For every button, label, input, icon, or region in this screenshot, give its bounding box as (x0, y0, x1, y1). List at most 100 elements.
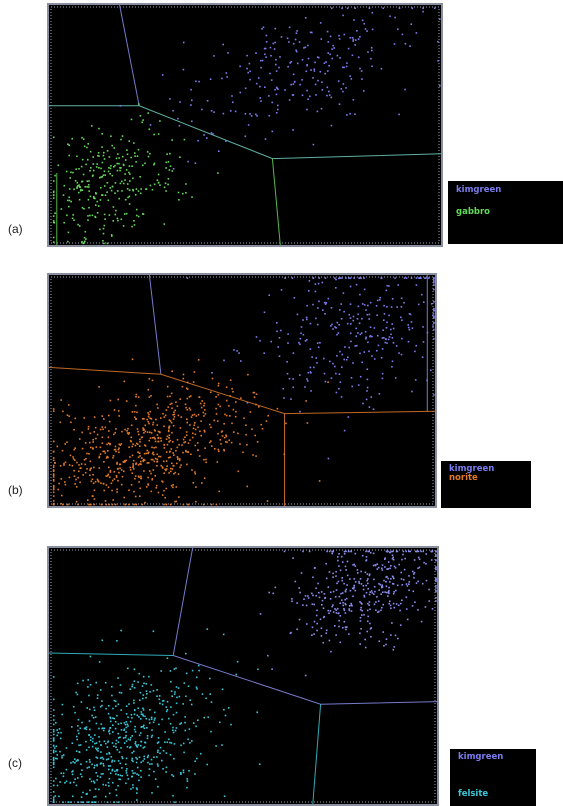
data-point (344, 612, 347, 614)
data-point (367, 602, 369, 605)
data-point (167, 406, 169, 408)
data-point (147, 420, 149, 423)
data-point (425, 553, 428, 555)
data-point (117, 448, 120, 451)
data-point (124, 723, 127, 726)
data-point (362, 585, 365, 587)
data-point (348, 633, 350, 635)
data-point (190, 453, 192, 456)
data-point (437, 40, 439, 43)
data-point (352, 564, 354, 566)
data-point (338, 373, 341, 375)
data-point (119, 105, 122, 107)
data-point (93, 197, 95, 199)
data-point (175, 727, 178, 729)
data-point (259, 613, 262, 615)
data-point (186, 778, 188, 780)
series-felsite (52, 628, 261, 803)
data-point (149, 691, 151, 693)
data-point (343, 607, 345, 610)
data-point (134, 444, 137, 447)
data-point (165, 487, 168, 490)
data-point (98, 456, 100, 459)
data-point (340, 88, 343, 90)
data-point (344, 598, 346, 601)
data-point (89, 683, 92, 686)
data-point (132, 463, 134, 465)
data-point (195, 415, 198, 417)
data-point (140, 744, 142, 747)
data-point (261, 428, 264, 430)
data-point (54, 174, 56, 177)
data-point (295, 32, 298, 34)
data-point (84, 442, 87, 444)
data-point (369, 301, 372, 304)
data-point (85, 749, 88, 751)
data-point (169, 741, 171, 744)
data-point (398, 352, 400, 354)
data-point (329, 591, 332, 594)
data-point (246, 67, 248, 70)
data-point (255, 113, 257, 116)
data-point (206, 628, 209, 630)
data-point (387, 568, 390, 570)
data-point (106, 801, 109, 803)
data-point (260, 423, 262, 426)
data-point (435, 587, 437, 589)
data-point (126, 153, 129, 156)
data-point (103, 185, 106, 187)
data-point (195, 676, 198, 679)
data-point (251, 428, 253, 430)
data-point (343, 429, 346, 432)
data-point (349, 303, 352, 305)
data-point (169, 670, 172, 672)
data-point (373, 358, 376, 360)
data-point (194, 428, 197, 431)
data-point (233, 349, 235, 351)
data-point (342, 604, 344, 607)
data-point (388, 592, 390, 595)
data-point (153, 719, 156, 721)
data-point (133, 728, 136, 731)
data-point (163, 186, 166, 189)
data-point (52, 730, 55, 733)
data-point (255, 52, 257, 54)
data-point (121, 757, 124, 760)
data-point (229, 379, 232, 381)
data-point (341, 577, 343, 579)
panel-label-c: (c) (8, 756, 22, 770)
data-point (139, 691, 142, 694)
data-point (325, 562, 327, 565)
data-point (361, 361, 363, 364)
data-point (354, 581, 357, 583)
data-point (425, 579, 428, 582)
data-point (298, 587, 300, 589)
data-point (369, 608, 371, 611)
data-point (194, 773, 196, 775)
data-point (401, 33, 404, 36)
data-point (346, 62, 348, 64)
data-point (381, 569, 384, 571)
data-point (337, 556, 339, 558)
data-point (171, 407, 173, 410)
data-point (165, 710, 168, 713)
data-point (135, 744, 137, 746)
data-point (93, 498, 96, 500)
data-point (216, 420, 219, 422)
data-point (109, 443, 111, 446)
data-point (157, 749, 159, 752)
data-point (174, 691, 176, 693)
data-point (111, 489, 113, 492)
data-point (339, 615, 342, 617)
data-point (129, 469, 132, 471)
data-point (341, 366, 343, 368)
data-point (188, 728, 191, 730)
data-point (416, 550, 418, 553)
data-point (338, 625, 340, 628)
data-point (422, 7, 424, 9)
data-point (177, 414, 180, 417)
data-point (73, 469, 75, 472)
data-point (190, 88, 192, 91)
data-point (105, 758, 108, 761)
data-point (146, 418, 148, 421)
